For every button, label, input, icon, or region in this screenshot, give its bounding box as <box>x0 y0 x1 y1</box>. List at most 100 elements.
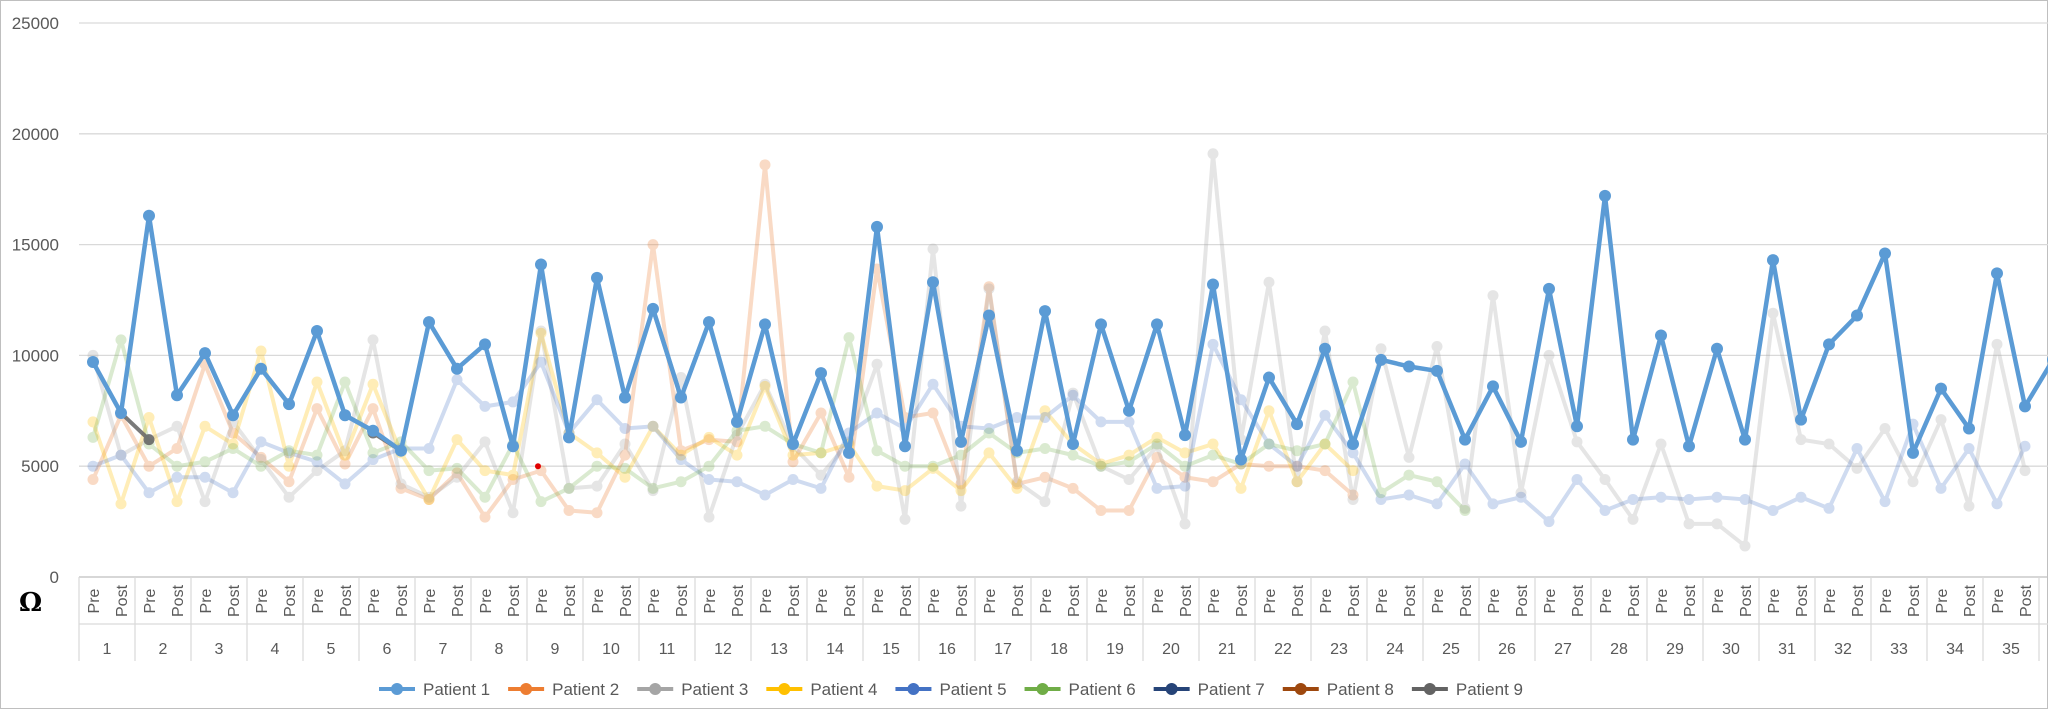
data-point <box>591 271 603 284</box>
data-point <box>255 345 267 357</box>
data-point <box>1515 435 1527 448</box>
data-point <box>1767 505 1779 517</box>
data-point <box>87 473 99 485</box>
data-point <box>1095 460 1107 472</box>
data-point <box>619 471 631 483</box>
data-point <box>339 449 351 461</box>
series-line <box>91 162 1355 520</box>
data-point <box>1095 416 1107 428</box>
data-point <box>1179 518 1191 530</box>
data-point <box>283 398 295 411</box>
x-group-label: 24 <box>1386 641 1404 658</box>
x-group-label: 3 <box>215 641 224 658</box>
data-point <box>1319 325 1331 337</box>
x-sub-label: Pre <box>142 588 159 613</box>
data-point <box>1711 518 1723 530</box>
data-point <box>1683 518 1695 530</box>
data-point <box>759 378 771 390</box>
data-point <box>619 438 631 450</box>
x-sub-label: Pre <box>646 588 663 613</box>
data-point <box>367 447 379 459</box>
series-patient-1 <box>87 189 2048 466</box>
x-group-label: 34 <box>1946 641 1964 658</box>
data-point <box>1571 436 1583 448</box>
data-point <box>647 420 659 432</box>
data-point <box>1431 476 1443 488</box>
legend-item: Patient 8 <box>1282 680 1394 699</box>
data-point <box>395 482 407 494</box>
legend-label: Patient 4 <box>810 680 877 699</box>
data-point <box>423 465 435 477</box>
x-sub-label: Pre <box>86 588 103 613</box>
data-point <box>339 478 351 490</box>
data-point <box>311 325 323 338</box>
x-sub-label: Pre <box>1486 588 1503 613</box>
data-point <box>143 434 155 446</box>
data-point <box>1151 318 1163 331</box>
data-point <box>983 447 995 459</box>
data-point <box>1179 447 1191 459</box>
x-sub-label: Pre <box>310 588 327 613</box>
x-group-label: 17 <box>994 641 1012 658</box>
data-point <box>227 487 239 499</box>
x-group-label: 33 <box>1890 641 1908 658</box>
data-point <box>1991 267 2003 280</box>
data-point <box>255 362 267 375</box>
legend-marker <box>649 683 662 695</box>
data-point <box>1599 473 1611 485</box>
data-point <box>1123 416 1135 428</box>
data-point <box>899 440 911 453</box>
data-point <box>983 283 995 295</box>
data-point <box>535 356 547 368</box>
data-point <box>451 467 463 479</box>
data-point <box>367 454 379 466</box>
data-point <box>1151 482 1163 494</box>
data-point <box>647 302 659 315</box>
data-point <box>227 442 239 454</box>
x-group-label: 29 <box>1666 641 1684 658</box>
data-point <box>1263 405 1275 417</box>
data-point <box>759 380 771 392</box>
x-sub-label: Pre <box>422 588 439 613</box>
data-point <box>1739 493 1751 505</box>
x-sub-label: Pre <box>982 588 999 613</box>
data-point <box>675 454 687 466</box>
data-point <box>311 449 323 461</box>
data-point <box>1319 342 1331 355</box>
data-point <box>479 491 491 503</box>
data-point <box>983 309 995 322</box>
x-group-label: 31 <box>1778 641 1796 658</box>
x-sub-label: Pre <box>198 588 215 613</box>
data-point <box>1291 476 1303 488</box>
x-sub-label: Post <box>1850 584 1867 617</box>
data-point <box>815 407 827 419</box>
data-point <box>1487 498 1499 510</box>
data-point <box>423 493 435 505</box>
data-point <box>1123 505 1135 517</box>
data-point <box>171 496 183 508</box>
series-patient-2 <box>87 159 1359 523</box>
data-point <box>787 456 799 468</box>
data-point <box>927 460 939 472</box>
x-sub-label: Pre <box>1710 588 1727 613</box>
data-point <box>1963 442 1975 454</box>
data-point <box>1655 438 1667 450</box>
data-point <box>311 456 323 468</box>
x-group-label: 8 <box>495 641 504 658</box>
data-point <box>255 436 267 448</box>
x-sub-label: Post <box>1906 584 1923 617</box>
x-sub-label: Post <box>954 584 971 617</box>
data-point <box>143 460 155 472</box>
legend-label: Patient 1 <box>423 680 490 699</box>
x-group-label: 4 <box>271 641 280 658</box>
x-sub-label: Post <box>1626 584 1643 617</box>
data-point <box>1347 493 1359 505</box>
data-point <box>815 447 827 459</box>
data-point <box>927 462 939 474</box>
data-point <box>1795 413 1807 426</box>
legend-marker <box>778 683 791 695</box>
data-point <box>563 431 575 444</box>
data-point <box>1739 540 1751 552</box>
data-point <box>87 416 99 428</box>
